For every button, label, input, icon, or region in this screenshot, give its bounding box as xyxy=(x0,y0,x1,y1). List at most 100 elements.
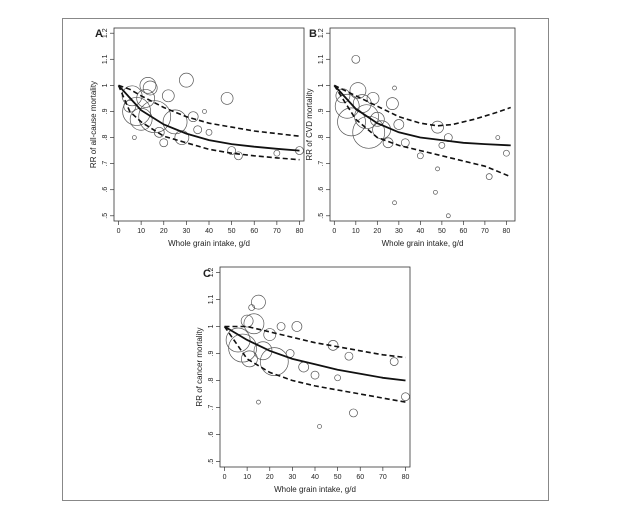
panel-c-study-point xyxy=(243,313,265,335)
panel-b-x-axis-label: Whole grain intake, g/d xyxy=(382,239,464,248)
panel-b-study-point xyxy=(366,92,380,105)
panel-b-y-tick-label: .6 xyxy=(318,187,325,193)
panel-b-study-point xyxy=(349,82,367,99)
panel-c-x-tick-label: 60 xyxy=(356,474,364,481)
panel-b-study-point xyxy=(400,138,410,148)
panel-a-y-tick-label: 1.2 xyxy=(102,28,109,38)
figure-frame xyxy=(62,18,549,501)
panel-c-study-point xyxy=(251,294,266,310)
panel-c-y-tick-label: 1.2 xyxy=(208,267,215,277)
panel-a-x-tick-label: 50 xyxy=(228,228,236,235)
panel-a-letter: A xyxy=(95,28,103,40)
panel-a-x-tick-label: 10 xyxy=(137,228,145,235)
panel-b-study-point xyxy=(435,166,440,172)
panel-c-study-point xyxy=(256,399,261,405)
panel-a-study-point xyxy=(273,149,281,157)
panel-c-study-point xyxy=(276,322,286,331)
panel-a-y-tick-label: .9 xyxy=(102,108,109,114)
panel-c-ci-lower-line xyxy=(223,326,406,403)
panel-c-x-tick-label: 20 xyxy=(266,474,274,481)
panel-c-rr-curve xyxy=(224,325,406,382)
panel-c-study-point xyxy=(259,347,289,376)
panel-b-x-tick-label: 60 xyxy=(459,228,467,235)
panel-a-x-tick-label: 0 xyxy=(117,228,121,235)
panel-a-study-point xyxy=(132,135,137,140)
panel-b-y-tick-label: .5 xyxy=(318,213,325,219)
panel-b-study-point xyxy=(393,119,405,130)
panel-b-study-point xyxy=(485,173,493,181)
panel-c-x-tick-label: 70 xyxy=(379,474,387,481)
panel-c-y-tick-label: .9 xyxy=(208,350,215,356)
panel-b-study-point xyxy=(392,85,397,91)
panel-c-study-point xyxy=(401,392,410,402)
panel-a: A .5 .6 .7 .8 .9 1 1.1 1.2 0 10 20 30 40 50 60 70 80 Whol… xyxy=(89,27,305,248)
panel-c-x-tick-label: 80 xyxy=(402,474,410,481)
panel-c-y-tick-label: .5 xyxy=(208,459,215,465)
panel-c-study-point xyxy=(310,370,320,380)
panel-b-y-tick-label: .9 xyxy=(318,108,325,114)
panel-b-study-point xyxy=(503,149,510,157)
panel-a-y-tick-label: .6 xyxy=(102,187,109,193)
panel-a-study-point xyxy=(162,109,188,135)
panel-b-study-point xyxy=(386,97,399,110)
panel-c-y-tick-label: 1 xyxy=(208,324,215,328)
panel-c-x-tick-label: 0 xyxy=(223,474,227,481)
panel-b-study-point xyxy=(445,213,451,219)
panel-b-study-point xyxy=(495,135,501,140)
panel-c-x-tick-label: 10 xyxy=(243,474,251,481)
panel-b-study-point xyxy=(351,54,361,64)
panel-b-y-tick-label: 1 xyxy=(318,83,325,87)
panel-a-y-tick-label: .8 xyxy=(102,135,109,141)
panel-a-x-tick-label: 60 xyxy=(250,228,258,235)
panel-b-study-point xyxy=(352,115,386,149)
panel-b-ci-upper-line xyxy=(333,84,511,127)
panel-b-study-point xyxy=(334,93,360,119)
panel-b-y-tick-label: 1.2 xyxy=(318,28,325,38)
panel-c-y-tick-label: .6 xyxy=(208,432,215,438)
panel-a-study-point xyxy=(220,92,234,105)
panel-a-y-tick-label: .7 xyxy=(102,161,109,167)
panel-c-study-point xyxy=(317,424,322,429)
panel-b-ci-lower-line xyxy=(333,84,512,178)
panel-c-ci-upper-line xyxy=(224,325,406,359)
panel-a-study-point xyxy=(136,89,156,108)
panel-a-y-axis-label: RR of all-cause mortality xyxy=(89,81,98,168)
panel-a-study-point xyxy=(153,126,165,138)
panel-c-study-point xyxy=(225,327,251,353)
panel-b-study-point xyxy=(392,200,397,206)
panel-a-x-axis-label: Whole grain intake, g/d xyxy=(168,239,250,248)
panel-c-study-point xyxy=(344,351,354,361)
panel-b-x-tick-label: 20 xyxy=(373,228,381,235)
panel-c-study-point xyxy=(228,333,257,363)
panel-a-study-point xyxy=(205,128,213,136)
panel-b-x-tick-label: 40 xyxy=(416,228,424,235)
panel-c-study-point xyxy=(241,350,258,368)
panel-c-study-point xyxy=(263,328,277,341)
panel-b-y-tick-label: .8 xyxy=(318,135,325,141)
panel-a-x-tick-label: 30 xyxy=(182,228,190,235)
panel-b-x-tick-label: 0 xyxy=(332,228,336,235)
panel-b: B .5 .6 .7 .8 .9 1 1.1 1.2 0 10 20 30 40 50 60 70 80 Whol… xyxy=(305,27,516,248)
panel-a-study-point xyxy=(187,111,199,123)
panel-a-y-tick-label: .5 xyxy=(102,213,109,219)
panel-a-x-tick-label: 80 xyxy=(296,228,304,235)
panel-a-study-point xyxy=(159,138,169,148)
panel-a-x-tick-label: 40 xyxy=(205,228,213,235)
panel-b-y-axis-label: RR of CVD mortality xyxy=(305,88,314,160)
panel-a-study-point xyxy=(227,146,236,155)
panel-a-x-tick-label: 20 xyxy=(160,228,168,235)
panel-b-y-tick-label: 1.1 xyxy=(318,54,325,64)
panel-b-x-tick-label: 50 xyxy=(438,228,446,235)
panel-b-x-tick-label: 70 xyxy=(481,228,489,235)
panel-b-study-point xyxy=(433,189,438,195)
panel-c-y-tick-label: .8 xyxy=(208,377,215,383)
panel-b-letter: B xyxy=(309,28,317,40)
panel-a-study-point xyxy=(139,77,157,94)
panel-c-study-point xyxy=(240,314,254,328)
panel-c-x-axis-label: Whole grain intake, g/d xyxy=(274,485,356,494)
panel-a-x-tick-label: 70 xyxy=(273,228,281,235)
panel-c-letter: C xyxy=(203,268,211,280)
panel-a-study-point xyxy=(129,107,153,131)
panel-a-study-point xyxy=(121,85,143,107)
panel-a-y-tick-label: 1 xyxy=(102,83,109,87)
